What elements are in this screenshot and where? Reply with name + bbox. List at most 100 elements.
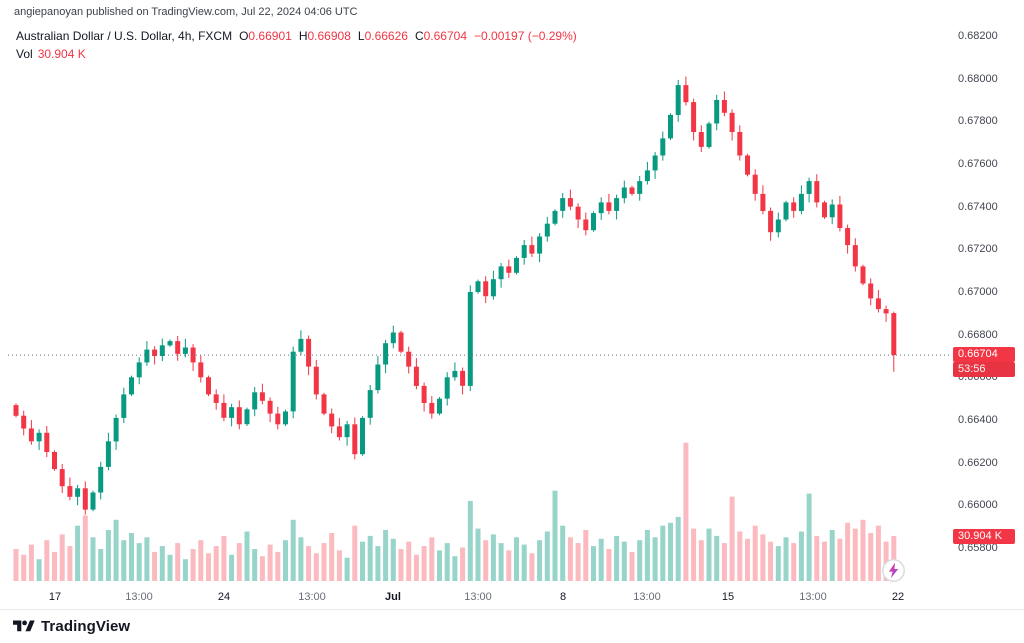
volume-bar: [82, 515, 88, 581]
candle-body: [182, 347, 188, 354]
volume-bar: [460, 547, 466, 581]
volume-bar: [275, 551, 281, 581]
volume-bar: [398, 549, 404, 581]
volume-bar: [360, 541, 365, 581]
candle-body: [883, 309, 889, 314]
candle-body: [398, 332, 404, 352]
candle-body: [367, 390, 373, 418]
candle-body: [629, 187, 635, 194]
volume-bar: [383, 530, 389, 581]
volume-bar: [537, 540, 543, 581]
high-value: 0.66908: [307, 29, 351, 43]
volume-bar: [714, 535, 720, 581]
volume-bar: [90, 537, 96, 581]
volume-bar: [437, 550, 442, 581]
volume-bar: [152, 551, 158, 581]
low-label: L: [357, 29, 365, 43]
volume-bar: [629, 551, 635, 581]
candle-body: [98, 466, 104, 493]
candle-body: [129, 377, 134, 395]
volume-bar: [852, 528, 858, 581]
candle-body: [52, 452, 57, 470]
candle-body: [290, 351, 296, 412]
volume-bar: [567, 537, 573, 581]
volume-bar: [752, 525, 758, 581]
candle-body: [721, 100, 727, 113]
legend-line-volume: Vol 30.904 K: [16, 47, 577, 64]
candle-body: [644, 170, 650, 182]
candle-body: [791, 202, 797, 211]
candle-body: [591, 213, 596, 231]
candle-body: [829, 204, 835, 218]
ohlc-high: H0.66908: [299, 29, 351, 43]
candle-body: [460, 370, 466, 386]
candle-body: [167, 341, 173, 346]
candle-body: [429, 402, 435, 414]
volume-bar: [760, 534, 766, 581]
symbol-title: Australian Dollar / U.S. Dollar, 4h, FXC…: [16, 29, 233, 43]
candle-body: [822, 202, 827, 218]
volume-bar: [814, 535, 820, 581]
volume-bar: [791, 543, 797, 581]
candle-body: [575, 206, 581, 220]
volume-bar: [21, 554, 27, 581]
candle-body: [44, 432, 50, 452]
volume-bar: [837, 538, 843, 581]
candle-body: [845, 228, 851, 246]
candle-body: [298, 338, 304, 352]
candle-body: [698, 132, 704, 147]
candle-body: [529, 245, 535, 254]
volume-bar: [429, 537, 435, 581]
volume-bar: [283, 540, 288, 581]
tradingview-brand-text: TradingView: [41, 618, 131, 635]
volume-bar: [521, 544, 527, 581]
volume-value-badge: 30.904 K: [953, 529, 1015, 544]
candle-body: [775, 219, 781, 233]
candle-body: [175, 341, 181, 354]
time-tick-label: 13:00: [799, 591, 827, 603]
candle-body: [275, 413, 281, 425]
volume-bar: [729, 496, 735, 581]
volume-bar: [798, 531, 804, 581]
time-axis[interactable]: 17 13:00 24 13:00 Jul 13:00 8 13:00 15 13:00 22: [0, 591, 950, 609]
candle-body: [614, 198, 620, 211]
volume-bar: [845, 522, 851, 581]
candle-body: [660, 138, 666, 156]
volume-bar: [891, 536, 897, 581]
flash-button[interactable]: [881, 558, 906, 583]
tradingview-logo[interactable]: TradingView: [13, 618, 130, 635]
volume-bar: [28, 544, 34, 581]
candle-body: [567, 198, 573, 207]
candle-body: [259, 392, 265, 401]
candle-body: [814, 181, 820, 203]
ohlc-close: C0.66704: [415, 29, 467, 43]
candle-body: [113, 417, 119, 442]
candle-body: [413, 366, 419, 386]
candle-body: [198, 362, 204, 378]
time-tick-label: 8: [559, 591, 567, 603]
volume-bar: [552, 490, 558, 581]
volume-bar: [267, 544, 273, 581]
volume-bar: [768, 541, 774, 581]
volume-bar: [621, 541, 627, 581]
volume-bar: [390, 538, 396, 581]
candle-body: [383, 343, 389, 365]
volume-bar: [483, 540, 489, 581]
volume-bar: [321, 543, 327, 581]
candle-body: [390, 332, 396, 344]
candle-body: [306, 338, 312, 367]
volume-bar: [175, 543, 181, 581]
candle-body: [668, 114, 673, 139]
volume-bar: [467, 500, 473, 581]
chart-canvas[interactable]: [0, 0, 1024, 610]
open-value: 0.66901: [248, 29, 292, 43]
candle-body: [213, 394, 219, 403]
volume-bar: [875, 525, 881, 581]
volume-bar: [783, 537, 789, 581]
candle-body: [637, 181, 643, 194]
candle-body: [714, 100, 720, 124]
volume-bar: [52, 551, 57, 581]
volume-bar: [298, 537, 304, 581]
volume-bar: [544, 531, 550, 581]
